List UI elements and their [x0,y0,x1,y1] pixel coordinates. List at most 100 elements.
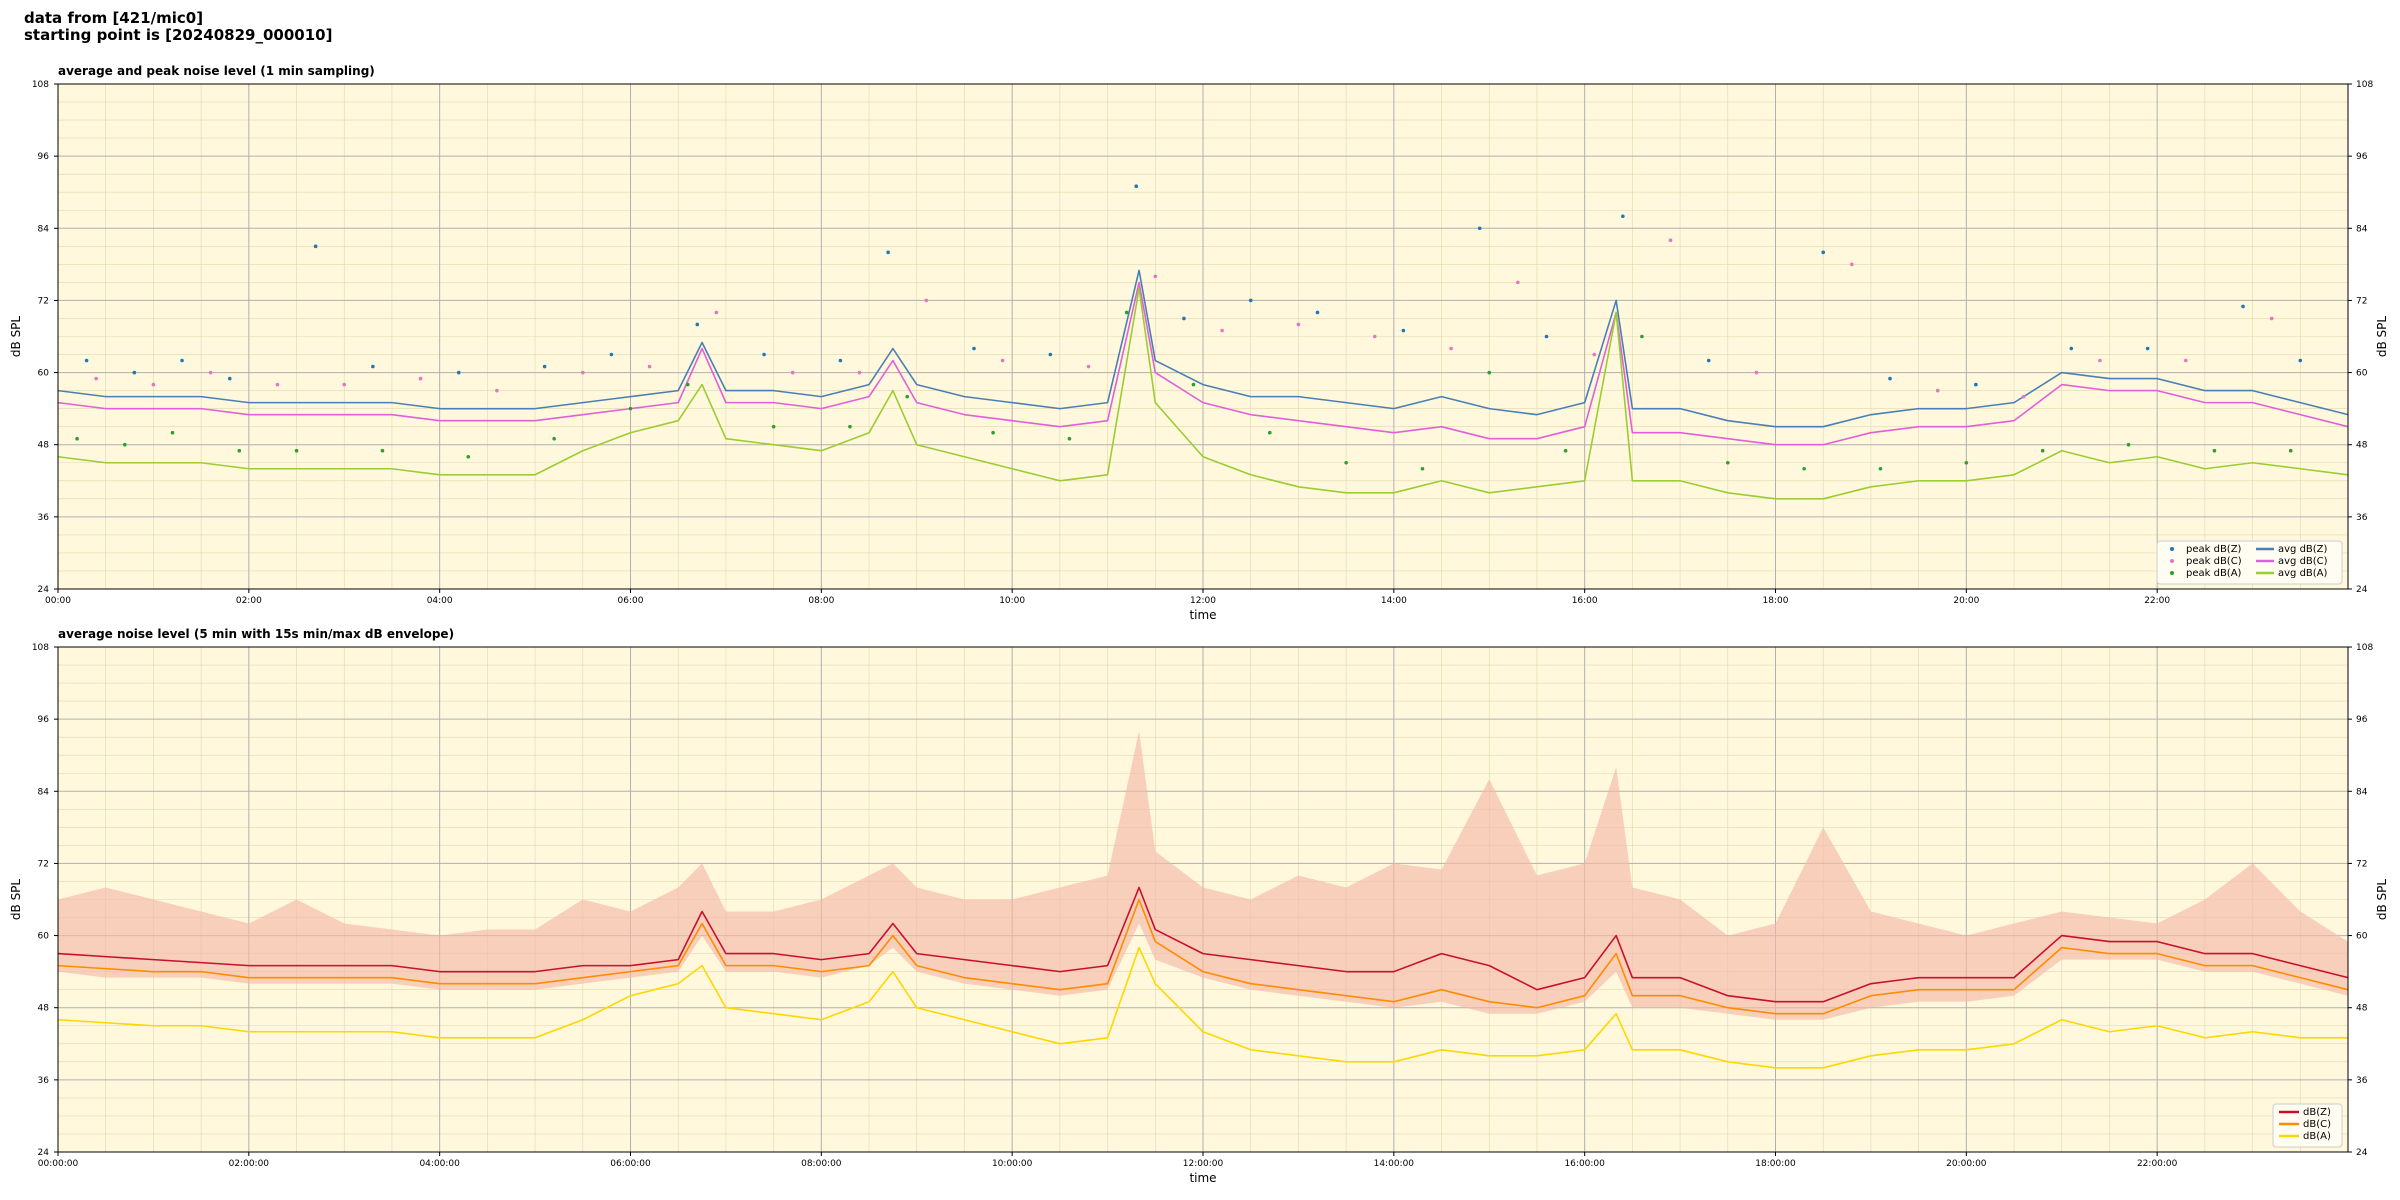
peak-point-peak dB(C) [495,388,499,393]
y-tick-label: 108 [32,643,49,653]
series-line-avg dB(A) [57,287,2349,500]
peak-point-peak dB(A) [1725,460,1730,465]
peak-point-peak dB(A) [685,382,690,387]
legend-label: avg dB(C) [2278,556,2328,567]
header-source: data from [421/mic0] [24,9,204,27]
peak-point-peak dB(A) [1964,460,1969,465]
peak-point-peak dB(C) [1668,238,1673,243]
legend-label: peak dB(Z) [2186,544,2242,555]
peak-point-peak dB(C) [1754,370,1759,375]
x-tick-label: 08:00 [808,596,834,606]
peak-point-peak dB(Z) [180,358,184,363]
y-axis-label: dB SPL [9,316,23,358]
peak-point-peak dB(A) [905,394,910,399]
x-tick-label: 18:00 [1763,596,1789,606]
peak-point-peak dB(C) [1592,352,1597,357]
y-tick-label-right: 24 [2356,1148,2368,1158]
series-line-dB(C) [57,898,2349,1015]
legend-label: avg dB(A) [2278,568,2328,579]
peak-point-peak dB(C) [2269,316,2274,321]
y-tick-label-right: 24 [2356,585,2368,595]
series-line-dB(A) [57,946,2348,1069]
peak-point-peak dB(A) [170,430,175,435]
peak-point-peak dB(Z) [313,244,318,249]
peak-point-peak dB(Z) [456,370,461,375]
x-tick-label: 00:00:00 [38,1159,79,1169]
peak-point-peak dB(C) [1850,262,1854,267]
y-axis-label-right: dB SPL [2375,879,2389,921]
peak-point-peak dB(C) [580,370,585,375]
peak-point-peak dB(C) [342,382,347,387]
series-line-avg dB(C) [57,281,2349,446]
legend: peak dB(Z)peak dB(C)peak dB(A)avg dB(Z)a… [2156,540,2343,585]
peak-point-peak dB(C) [1516,280,1520,285]
peak-point-peak dB(A) [1191,382,1196,387]
legend-box [2156,540,2343,585]
peak-point-peak dB(Z) [1248,298,1253,303]
peak-point-peak dB(C) [418,376,423,381]
peak-point-peak dB(Z) [542,364,547,369]
peak-point-peak dB(A) [1124,310,1129,315]
legend-marker [2170,571,2174,575]
y-tick-label-right: 96 [2356,152,2368,162]
chart-title: average noise level (5 min with 15s min/… [58,627,454,641]
peak-point-peak dB(A) [1487,370,1492,375]
legend-label: avg dB(Z) [2278,544,2328,555]
x-tick-label: 06:00:00 [610,1159,651,1169]
x-tick-label: 16:00:00 [1564,1159,1605,1169]
peak-point-peak dB(Z) [1706,358,1711,363]
peak-point-peak dB(C) [647,364,652,369]
peak-point-peak dB(Z) [2298,358,2303,363]
x-tick-label: 18:00:00 [1755,1159,1796,1169]
y-tick-label: 60 [38,932,50,942]
peak-point-peak dB(Z) [886,250,890,255]
y-axis-label-right: dB SPL [2375,316,2389,358]
peak-point-peak dB(C) [1086,364,1091,369]
peak-point-peak dB(Z) [1134,184,1139,189]
peak-point-peak dB(Z) [1544,334,1549,339]
peak-point-peak dB(C) [790,370,795,375]
y-tick-label: 84 [38,224,50,234]
peak-point-peak dB(Z) [1974,382,1978,387]
y-tick-label: 84 [38,787,50,797]
peak-point-peak dB(Z) [972,346,976,351]
peak-point-peak dB(C) [275,382,280,387]
peak-point-peak dB(A) [2212,448,2217,453]
peak-point-peak dB(A) [1420,466,1425,471]
y-tick-label: 108 [32,80,49,90]
x-tick-label: 02:00:00 [229,1159,270,1169]
peak-point-peak dB(A) [1878,466,1883,471]
y-tick-label: 96 [38,715,50,725]
peak-point-peak dB(Z) [1621,214,1625,219]
peak-point-peak dB(Z) [762,352,766,357]
peak-point-peak dB(C) [1220,328,1224,333]
x-tick-label: 12:00:00 [1183,1159,1224,1169]
x-tick-label: 06:00 [618,596,644,606]
y-tick-label: 36 [38,1076,50,1086]
x-tick-label: 04:00 [427,596,453,606]
x-tick-label: 00:00 [45,596,71,606]
peak-point-peak dB(C) [151,382,156,387]
legend-label: dB(C) [2303,1119,2331,1130]
peak-point-peak dB(A) [237,448,242,453]
peak-point-peak dB(A) [2288,448,2293,453]
peak-point-peak dB(Z) [695,322,700,327]
peak-point-peak dB(A) [122,442,127,447]
peak-point-peak dB(C) [1296,322,1301,327]
series-line-dB(Z) [57,886,2349,1003]
legend-label: peak dB(A) [2186,568,2242,579]
y-tick-label: 48 [38,1004,50,1014]
peak-point-peak dB(A) [1344,460,1348,465]
peak-point-peak dB(C) [1449,346,1453,351]
y-tick-label-right: 60 [2356,369,2368,379]
peak-point-peak dB(Z) [227,376,232,381]
x-tick-label: 16:00 [1572,596,1598,606]
x-axis-label: time [1189,608,1216,622]
x-tick-label: 12:00 [1190,596,1216,606]
peak-point-peak dB(Z) [371,364,375,369]
peak-point-peak dB(A) [552,436,556,441]
chart-panel-2: 00:00:00 02:00:00 04:00:00 06:00:00 08:00:00… [9,627,2389,1185]
y-axis-label: dB SPL [9,879,23,921]
y-tick-label-right: 108 [2356,643,2373,653]
